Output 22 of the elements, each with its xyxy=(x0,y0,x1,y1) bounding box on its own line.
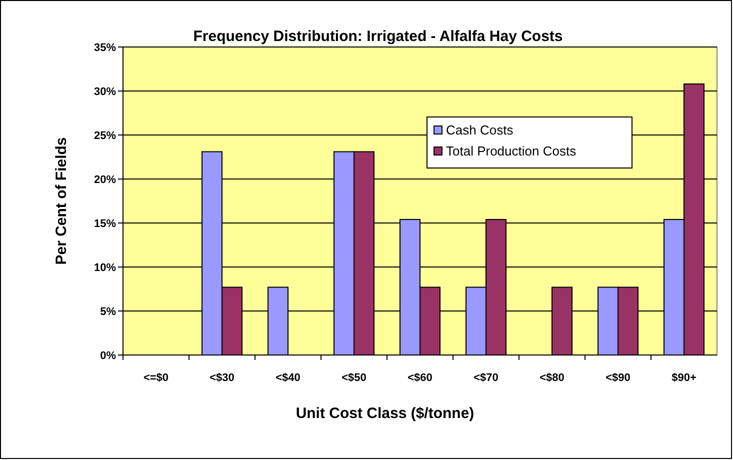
y-tick-label: 10% xyxy=(94,262,116,274)
x-tick-label: <=$0 xyxy=(143,372,169,384)
x-tick-label: <$80 xyxy=(540,372,564,384)
x-tick-label: $90+ xyxy=(672,372,696,384)
y-axis-title: Per Cent of Fields xyxy=(53,137,70,265)
y-tick-label: 0% xyxy=(100,350,116,362)
chart-title: Frequency Distribution: Irrigated - Alfalfa Hay Costs xyxy=(193,28,563,45)
x-tick-label: <$70 xyxy=(474,372,498,384)
y-tick-label: 35% xyxy=(94,42,116,54)
legend-label: Total Production Costs xyxy=(446,144,577,159)
x-axis-title: Unit Cost Class ($/tonne) xyxy=(296,405,474,422)
x-tick-label: <$50 xyxy=(342,372,366,384)
x-tick-label: <$40 xyxy=(276,372,300,384)
x-tick-label: <$30 xyxy=(210,372,234,384)
y-tick-label: 20% xyxy=(94,174,116,186)
y-tick-label: 5% xyxy=(100,306,116,318)
x-tick-label: <$60 xyxy=(408,372,432,384)
y-tick-label: 25% xyxy=(94,130,116,142)
y-tick-label: 15% xyxy=(94,218,116,230)
legend-label: Cash Costs xyxy=(446,122,514,138)
x-tick-label: <$90 xyxy=(606,372,630,384)
y-tick-label: 30% xyxy=(94,86,116,98)
